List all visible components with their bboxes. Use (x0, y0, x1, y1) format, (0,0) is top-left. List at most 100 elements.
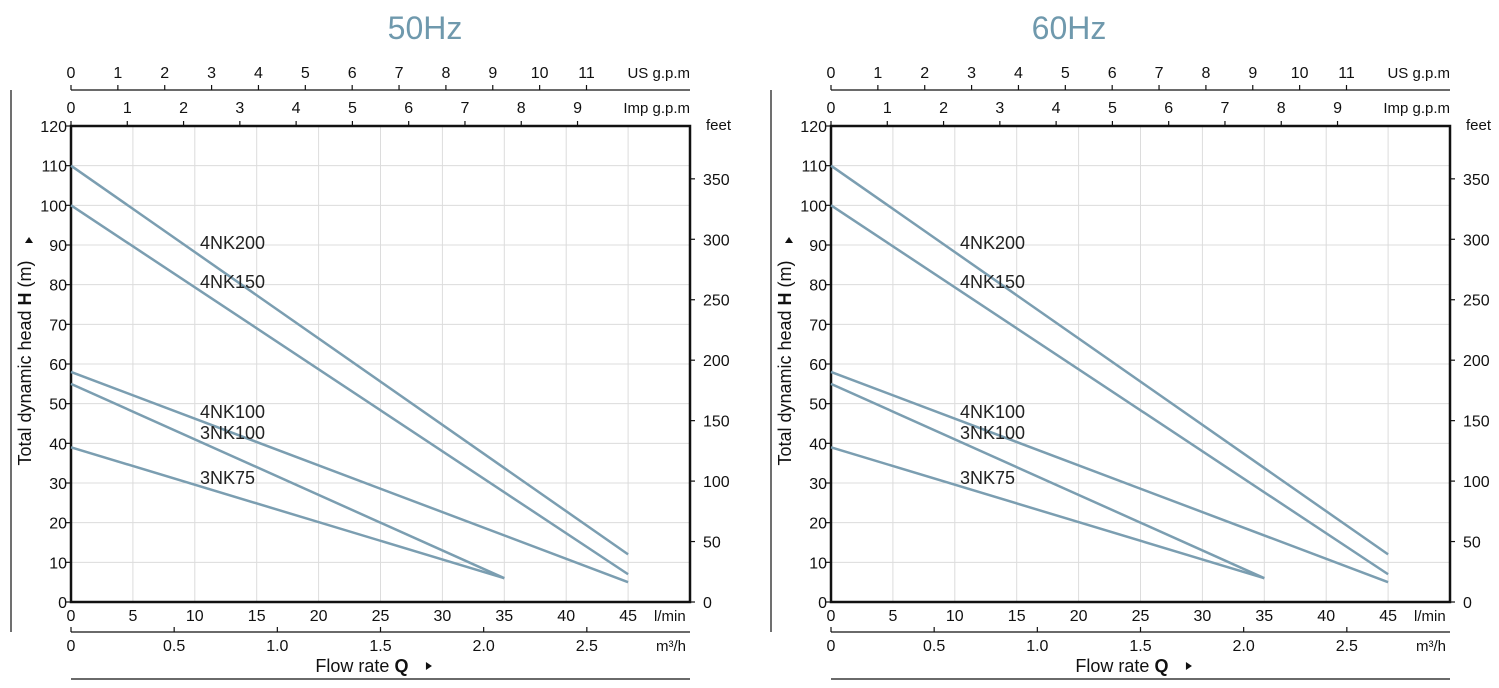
y-tick-label: 20 (49, 516, 67, 533)
y-tick-label: 50 (809, 397, 827, 414)
x-axis-title-text: Flow rate (1075, 656, 1154, 676)
m3h-tick-label: 2.0 (473, 638, 495, 655)
y-axis-title: Total dynamic head H (m) (775, 260, 795, 465)
feet-tick-label: 200 (703, 353, 730, 370)
feet-tick-label: 350 (703, 172, 730, 189)
y-tick-label: 80 (49, 278, 67, 295)
lmin-tick-label: 45 (1379, 608, 1397, 625)
usgpm-tick-label: 5 (1061, 65, 1070, 82)
lmin-tick-label: 20 (310, 608, 328, 625)
series-line-3nk100 (830, 382, 1265, 580)
y-tick-label: 120 (40, 119, 67, 136)
lmin-tick-label: 10 (186, 608, 204, 625)
impgpm-tick-label: 3 (235, 100, 244, 117)
chart-panel-50hz: 50Hz010203040506070809010011012005010015… (10, 10, 732, 680)
impgpm-tick-label: 2 (179, 100, 188, 117)
feet-tick-label: 0 (703, 595, 712, 612)
y-axis-title-unit: (m) (775, 260, 795, 292)
impgpm-tick-label: 0 (827, 100, 836, 117)
y-tick-label: 120 (800, 119, 827, 136)
lmin-tick-label: 10 (946, 608, 964, 625)
feet-tick-label: 100 (703, 474, 730, 491)
y-tick-label: 30 (49, 476, 67, 493)
m3h-unit-label: m³/h (1416, 638, 1446, 655)
y-axis-title-symbol: H (15, 292, 35, 305)
series-label-4nk200: 4NK200 (960, 233, 1025, 253)
y-tick-label: 10 (809, 555, 827, 572)
chart-title: 60Hz (1032, 10, 1107, 46)
y-axis-title-symbol: H (775, 292, 795, 305)
usgpm-tick-label: 0 (827, 65, 836, 82)
usgpm-tick-label: 1 (113, 65, 122, 82)
y-axis-title-text: Total dynamic head (15, 305, 35, 465)
series-label-3nk100: 3NK100 (200, 423, 265, 443)
usgpm-tick-label: 4 (1014, 65, 1023, 82)
y-tick-label: 70 (809, 317, 827, 334)
m3h-tick-label: 1.5 (1129, 638, 1151, 655)
y-tick-label: 30 (809, 476, 827, 493)
lmin-tick-label: 25 (372, 608, 390, 625)
feet-tick-label: 300 (1463, 232, 1490, 249)
lmin-tick-label: 40 (1317, 608, 1335, 625)
feet-unit-label: feet (1466, 117, 1492, 134)
impgpm-tick-label: 9 (573, 100, 582, 117)
m3h-tick-label: 2.5 (1336, 638, 1358, 655)
feet-tick-label: 50 (703, 535, 721, 552)
impgpm-unit-label: Imp g.p.m (1383, 100, 1450, 117)
series-line-3nk75 (70, 446, 505, 580)
usgpm-tick-label: 9 (1248, 65, 1257, 82)
lmin-tick-label: 40 (557, 608, 575, 625)
impgpm-tick-label: 9 (1333, 100, 1342, 117)
chart-panel-60hz: 60Hz010203040506070809010011012005010015… (770, 10, 1492, 680)
impgpm-tick-label: 3 (995, 100, 1004, 117)
lmin-tick-label: 0 (67, 608, 76, 625)
chart-title: 50Hz (388, 10, 463, 46)
usgpm-tick-label: 6 (348, 65, 357, 82)
x-axis-title: Flow rate Q (1075, 656, 1168, 676)
usgpm-tick-label: 3 (207, 65, 216, 82)
feet-tick-label: 150 (1463, 414, 1490, 431)
m3h-tick-label: 2.0 (1233, 638, 1255, 655)
impgpm-tick-label: 2 (939, 100, 948, 117)
series-line-4nk100 (830, 370, 1389, 584)
lmin-tick-label: 30 (434, 608, 452, 625)
usgpm-tick-label: 6 (1108, 65, 1117, 82)
lmin-tick-label: 45 (619, 608, 637, 625)
usgpm-tick-label: 9 (488, 65, 497, 82)
impgpm-tick-label: 5 (348, 100, 357, 117)
series-label-4nk100: 4NK100 (200, 402, 265, 422)
y-tick-label: 10 (49, 555, 67, 572)
x-arrow-icon (425, 662, 432, 670)
x-axis-title: Flow rate Q (315, 656, 408, 676)
y-tick-label: 60 (49, 357, 67, 374)
lmin-tick-label: 25 (1132, 608, 1150, 625)
feet-tick-label: 250 (703, 293, 730, 310)
y-arrow-icon (25, 237, 33, 243)
y-axis-title-unit: (m) (15, 260, 35, 292)
y-tick-label: 0 (58, 595, 67, 612)
impgpm-tick-label: 1 (123, 100, 132, 117)
feet-tick-label: 200 (1463, 353, 1490, 370)
feet-unit-label: feet (706, 117, 732, 134)
series-line-4nk150 (70, 204, 629, 576)
usgpm-tick-label: 4 (254, 65, 263, 82)
usgpm-tick-label: 1 (873, 65, 882, 82)
lmin-tick-label: 15 (1008, 608, 1026, 625)
m3h-tick-label: 1.0 (266, 638, 288, 655)
m3h-tick-label: 2.5 (576, 638, 598, 655)
lmin-unit-label: l/min (1414, 608, 1446, 625)
lmin-tick-label: 5 (128, 608, 137, 625)
series-label-3nk100: 3NK100 (960, 423, 1025, 443)
lmin-tick-label: 30 (1194, 608, 1212, 625)
y-tick-label: 100 (800, 198, 827, 215)
usgpm-tick-label: 0 (67, 65, 76, 82)
usgpm-unit-label: US g.p.m (1387, 65, 1450, 82)
y-tick-label: 0 (818, 595, 827, 612)
series-label-4nk150: 4NK150 (960, 272, 1025, 292)
y-tick-label: 110 (801, 159, 827, 176)
y-tick-label: 100 (40, 198, 67, 215)
x-axis-title-symbol: Q (1154, 656, 1168, 676)
usgpm-unit-label: US g.p.m (627, 65, 690, 82)
x-axis-title-text: Flow rate (315, 656, 394, 676)
